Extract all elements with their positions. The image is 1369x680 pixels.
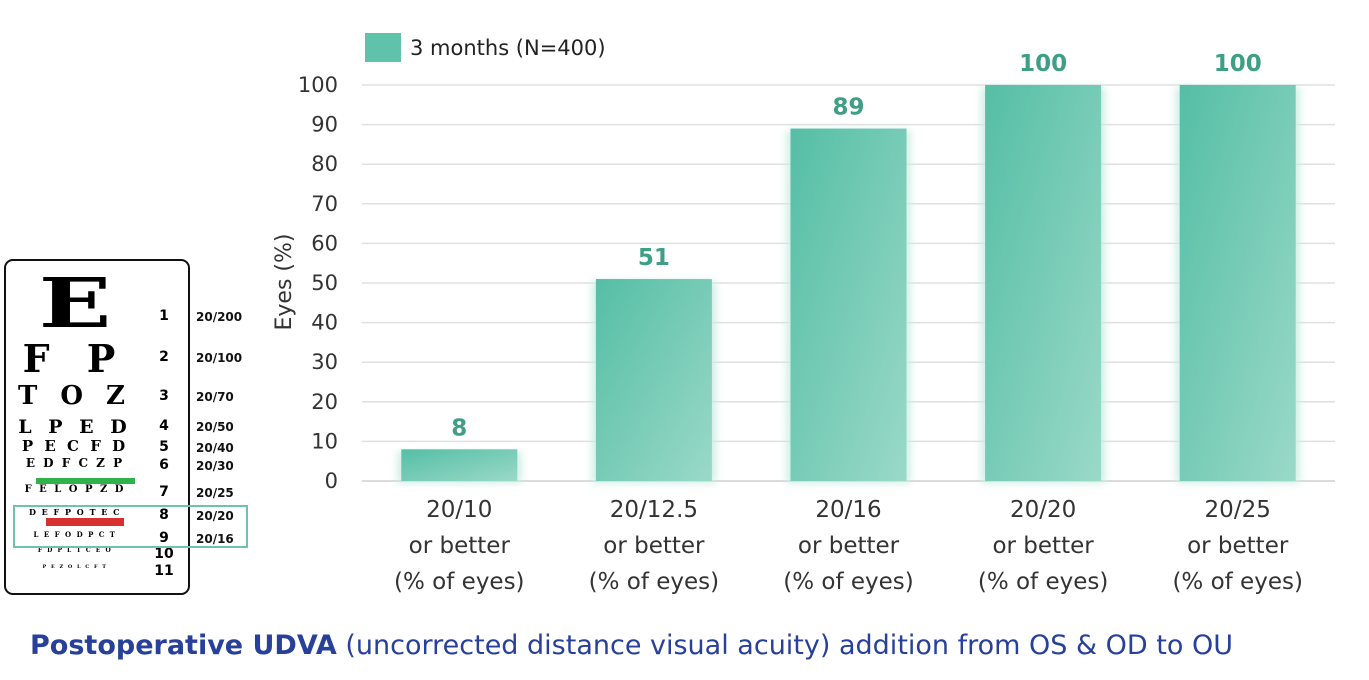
green-line-20-30 — [36, 478, 135, 484]
legend-label: 3 months (N=400) — [410, 36, 606, 60]
eye-chart-letters: L E F O D P C T — [33, 530, 117, 539]
eye-chart-row-number: 11 — [154, 563, 174, 579]
eye-chart-row-number: 7 — [159, 484, 169, 500]
eye-chart-letters: P E Z O L C F T — [42, 564, 108, 570]
eye-chart-card — [4, 259, 190, 595]
bar-value-label: 89 — [832, 95, 864, 121]
x-tick-label: 20/25 — [1205, 497, 1271, 523]
x-tick-label: 20/20 — [1010, 497, 1076, 523]
eye-chart-letters: F D P L T C E O — [37, 547, 113, 554]
y-tick-label: 90 — [311, 113, 338, 137]
y-axis-label: Eyes (%) — [272, 234, 297, 331]
x-axis-categories: 20/10 or better (% of eyes) 20/12.5 or bette… — [394, 497, 1303, 595]
chart-caption: Postoperative UDVA (uncorrected distance… — [30, 630, 1233, 661]
eye-chart-letters: L P E D — [18, 416, 132, 438]
y-tick-label: 70 — [311, 192, 338, 216]
eye-chart-letters: F E L O P Z D — [24, 484, 126, 495]
y-tick-label: 50 — [311, 271, 338, 295]
x-tick-label: (% of eyes) — [978, 569, 1109, 595]
eye-chart-letters: D E F P O T E C — [28, 507, 122, 517]
bar-value-label: 8 — [451, 415, 467, 441]
caption-regular: (uncorrected distance visual acuity) add… — [336, 630, 1233, 661]
x-tick-label: or better — [409, 533, 511, 559]
x-tick-label: (% of eyes) — [783, 569, 914, 595]
eye-chart-letters: P E C F D — [21, 437, 129, 455]
y-tick-label: 100 — [298, 73, 338, 97]
eye-chart-acuity: 20/50 — [196, 420, 234, 434]
x-tick-label: 20/10 — [426, 497, 492, 523]
caption-bold: Postoperative UDVA — [30, 630, 337, 661]
y-tick-label: 80 — [311, 152, 338, 176]
legend-swatch — [365, 33, 401, 62]
y-tick-label: 0 — [325, 469, 338, 493]
eye-chart-acuity: 20/100 — [196, 351, 243, 365]
red-line-20-20 — [46, 518, 124, 526]
eye-chart-row-number: 3 — [159, 388, 169, 404]
bar-value-label: 100 — [1214, 51, 1262, 77]
x-tick-label: 20/12.5 — [610, 497, 698, 523]
x-tick-label: or better — [992, 533, 1094, 559]
eye-chart-row-number: 10 — [154, 546, 174, 562]
eye-chart-row-number: 4 — [159, 418, 169, 434]
eye-chart-row-number: 9 — [159, 530, 169, 546]
y-tick-label: 60 — [311, 231, 338, 255]
bar — [595, 279, 712, 481]
x-tick-label: 20/16 — [815, 497, 881, 523]
bar — [1179, 85, 1296, 481]
eye-chart-row-number: 8 — [159, 507, 169, 523]
legend: 3 months (N=400) — [365, 33, 606, 62]
y-tick-label: 10 — [311, 429, 338, 453]
eye-chart-row-number: 5 — [159, 439, 169, 455]
eye-chart-letters: E D F C Z P — [25, 456, 125, 470]
bar-value-label: 100 — [1019, 51, 1067, 77]
eye-chart-acuity: 20/40 — [196, 441, 234, 455]
x-tick-label: or better — [1187, 533, 1289, 559]
bar — [790, 128, 907, 481]
bar-value-label: 51 — [638, 245, 670, 271]
chart-bars: 8 51 89 100 100 — [397, 51, 1300, 483]
eye-chart-letters: T O Z — [17, 381, 133, 411]
y-tick-label: 20 — [311, 390, 338, 414]
bar — [985, 85, 1102, 481]
eye-chart-letters: E — [38, 264, 112, 344]
eye-chart-acuity: 20/70 — [196, 390, 234, 404]
x-tick-label: or better — [798, 533, 900, 559]
x-tick-label: (% of eyes) — [589, 569, 720, 595]
y-axis-ticks: 0 10 20 30 40 50 60 70 80 90 100 — [298, 73, 338, 493]
eye-chart-acuity: 20/200 — [196, 310, 243, 324]
eye-chart-letters: F P — [22, 336, 128, 381]
x-tick-label: or better — [603, 533, 705, 559]
eye-chart-row-number: 1 — [159, 308, 169, 324]
eye-chart-row-number: 6 — [159, 457, 169, 473]
eye-chart-acuity: 20/16 — [196, 532, 234, 546]
eye-chart-acuity: 20/25 — [196, 486, 234, 500]
y-tick-label: 30 — [311, 350, 338, 374]
x-tick-label: (% of eyes) — [394, 569, 525, 595]
bar — [401, 449, 518, 481]
eye-chart-acuity: 20/30 — [196, 459, 234, 473]
y-tick-label: 40 — [311, 311, 338, 335]
bar-chart: 0 10 20 30 40 50 60 70 80 90 100 8 51 89 100 100 20/10… — [272, 33, 1335, 595]
eye-chart-acuity: 20/20 — [196, 509, 234, 523]
eye-chart-row-number: 2 — [159, 349, 169, 365]
eye-chart-highlight-box — [13, 505, 248, 548]
x-tick-label: (% of eyes) — [1172, 569, 1303, 595]
